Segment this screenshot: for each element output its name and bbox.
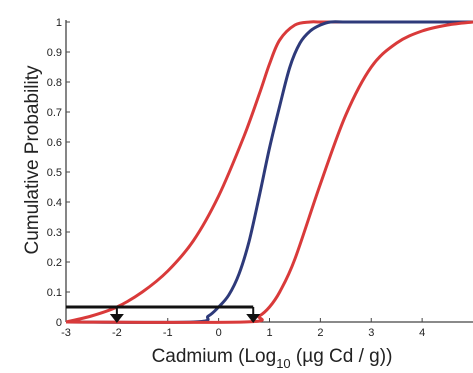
y-tick-label: 0.2: [47, 257, 62, 269]
tick-labels: -3 -2 -1 0 1 2 3 4 0 0.1 0.2 0.3 0.4 0.5 0.6 0.7 0.8 0.9 1: [47, 17, 425, 339]
y-tick-label: 0: [56, 317, 62, 329]
x-tick-label: -1: [163, 327, 173, 339]
x-tick-label: -2: [112, 327, 122, 339]
y-axis-title: Cumulative Probability: [22, 65, 43, 255]
down-arrow-icon: [109, 314, 124, 323]
y-tick-label: 0.1: [47, 287, 62, 299]
x-axis-title-main: Cadmium (Log: [152, 346, 277, 367]
series-line-1: [65, 20, 473, 324]
y-tick-label: 1: [56, 17, 62, 29]
x-axis-title-subscript: 10: [276, 356, 290, 371]
x-tick-label: 1: [266, 327, 272, 339]
y-tick-label: 0.5: [47, 167, 62, 179]
y-tick-label: 0.6: [47, 137, 62, 149]
x-axis-title: Cadmium (Log10 (µg Cd / g)): [152, 346, 393, 371]
y-tick-label: 0.8: [47, 77, 62, 89]
series-lines: [65, 20, 473, 324]
x-tick-label: -3: [61, 327, 71, 339]
x-tick-label: 0: [216, 327, 222, 339]
y-tick-label: 0.4: [47, 197, 62, 209]
y-tick-label: 0.9: [47, 47, 62, 59]
y-tick-label: 0.7: [47, 107, 62, 119]
x-tick-label: 4: [419, 327, 425, 339]
series-line-3: [65, 20, 473, 324]
series-line-2: [65, 20, 473, 324]
x-axis-title-unit: (µg Cd / g)): [291, 346, 393, 367]
y-tick-label: 0.3: [47, 227, 62, 239]
x-tick-label: 2: [317, 327, 323, 339]
down-arrow-icon: [246, 314, 261, 323]
x-tick-label: 3: [368, 327, 374, 339]
threshold-annotation: [66, 305, 261, 323]
